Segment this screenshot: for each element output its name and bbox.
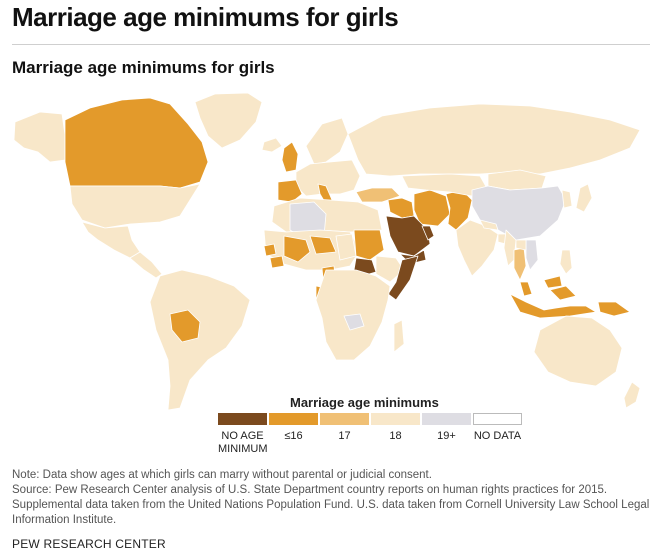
greenland-region — [194, 92, 263, 149]
iceland-region — [261, 137, 283, 153]
legend-label: 17 — [320, 430, 369, 443]
uk-region — [281, 141, 299, 173]
australia-region — [533, 315, 623, 387]
legend-label: ≤16 — [269, 430, 318, 443]
gulf-states-region — [421, 225, 435, 241]
new-zealand-region — [623, 381, 641, 409]
somalia-region — [387, 255, 419, 301]
legend-swatch — [473, 413, 522, 425]
footer-source: PEW RESEARCH CENTER — [12, 537, 166, 551]
nepal-region — [479, 219, 499, 231]
world-map — [13, 92, 641, 411]
legend-label-line: ≤16 — [284, 430, 303, 442]
niger-region — [309, 235, 337, 255]
scandinavia-region — [305, 117, 349, 165]
source-line: Source: Pew Research Center analysis of … — [12, 484, 608, 496]
usa-region — [69, 183, 201, 229]
senegal-region — [263, 243, 277, 257]
legend-swatch — [218, 413, 267, 425]
legend-label-line: NO AGE — [221, 430, 264, 442]
legend-swatch — [422, 413, 471, 425]
legend-label-line: MINIMUM — [218, 443, 268, 455]
note-line: Note: Data show ages at which girls can … — [12, 469, 432, 481]
central-america-region — [129, 251, 163, 279]
philippines-region — [559, 249, 573, 275]
source-line: Supplemental data taken from the United … — [12, 499, 650, 511]
thailand-region — [513, 247, 527, 281]
legend-label-line: NO DATA — [473, 430, 522, 442]
sudan-region — [353, 229, 385, 261]
legend: NO AGE MINIMUM ≤16 17 18 19+ NO DATA — [218, 413, 548, 463]
mexico-region — [81, 221, 141, 259]
spain-region — [277, 179, 303, 203]
north-africa-region — [271, 197, 383, 233]
indonesia-region — [509, 285, 597, 319]
zambia-region — [343, 313, 365, 331]
guinea-region — [269, 255, 285, 269]
india-region — [455, 219, 499, 277]
legend-label: NO DATA — [473, 430, 522, 443]
legend-title: Marriage age minimums — [290, 395, 439, 410]
bolivia-region — [169, 309, 201, 343]
legend-label-line: 18 — [389, 430, 402, 442]
mali-region — [283, 235, 311, 263]
south-america-region — [149, 269, 251, 411]
legend-swatch — [320, 413, 369, 425]
saudi-arabia-region — [385, 215, 431, 257]
myanmar-region — [503, 229, 517, 267]
malaysia-region — [519, 275, 563, 297]
korea-region — [561, 189, 573, 209]
southeast-asia-region — [515, 239, 527, 251]
title-divider — [12, 44, 650, 45]
legend-label: NO AGE MINIMUM — [218, 430, 268, 456]
legend-label-line: 19+ — [437, 430, 456, 442]
legend-swatch — [269, 413, 318, 425]
chad-region — [335, 233, 357, 261]
source-line: Information Institute. — [12, 514, 117, 526]
russia-region — [347, 103, 641, 177]
legend-swatch — [371, 413, 420, 425]
legend-label: 18 — [371, 430, 420, 443]
iran-region — [413, 189, 451, 227]
canada-region — [64, 97, 209, 189]
europe-region — [295, 159, 361, 197]
japan-region — [575, 183, 593, 213]
turkey-region — [355, 187, 401, 203]
legend-label: 19+ — [422, 430, 471, 443]
notes: Note: Data show ages at which girls can … — [12, 468, 652, 528]
page-title: Marriage age minimums for girls — [12, 2, 399, 32]
legend-label-line: 17 — [338, 430, 351, 442]
ethiopia-region — [375, 255, 405, 283]
chart-title: Marriage age minimums for girls — [12, 58, 275, 77]
madagascar-region — [393, 319, 405, 353]
vietnam-region — [525, 239, 539, 271]
png-region — [597, 301, 631, 317]
syria-iraq-region — [387, 197, 415, 219]
alaska-region — [13, 111, 66, 163]
